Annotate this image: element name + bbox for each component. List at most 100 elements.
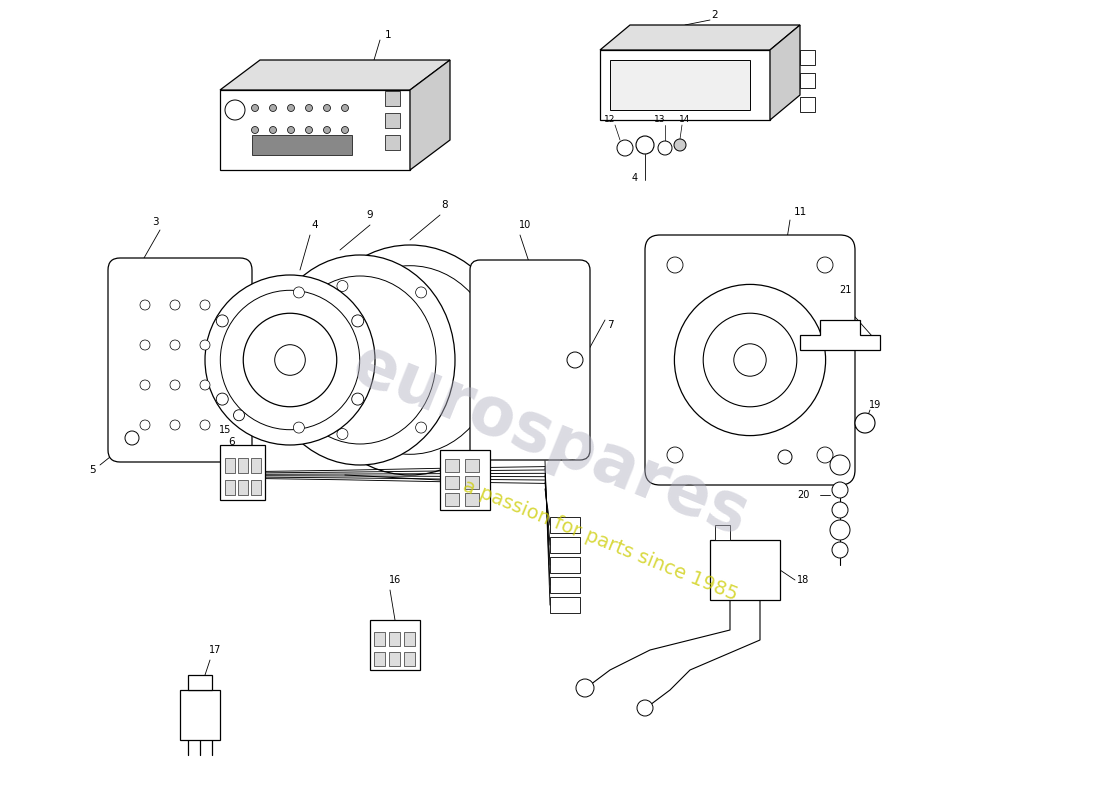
Polygon shape	[800, 320, 880, 350]
Circle shape	[832, 502, 848, 518]
Bar	[715, 525, 730, 540]
Circle shape	[637, 700, 653, 716]
Circle shape	[200, 300, 210, 310]
Polygon shape	[220, 60, 450, 90]
Text: 1: 1	[385, 30, 392, 40]
Bar	[550, 557, 580, 573]
Text: 5: 5	[90, 465, 97, 475]
Bar	[180, 690, 220, 740]
Circle shape	[667, 447, 683, 463]
Circle shape	[617, 140, 632, 156]
Bar	[238, 458, 248, 473]
Circle shape	[337, 429, 348, 439]
Bar	[610, 60, 750, 110]
Text: 7: 7	[607, 320, 614, 330]
Bar	[385, 135, 400, 150]
Circle shape	[566, 352, 583, 368]
Bar	[550, 597, 580, 613]
Ellipse shape	[305, 245, 515, 475]
Bar	[220, 90, 410, 170]
Bar	[370, 620, 420, 670]
Text: 4: 4	[311, 220, 318, 230]
Circle shape	[734, 344, 767, 376]
Text: 17: 17	[209, 645, 221, 655]
Circle shape	[341, 105, 349, 111]
Bar	[446, 459, 459, 472]
Circle shape	[294, 287, 305, 298]
Circle shape	[170, 340, 180, 350]
Text: a passion for parts since 1985: a passion for parts since 1985	[460, 476, 740, 604]
Circle shape	[337, 281, 348, 291]
Bar	[226, 458, 235, 473]
Text: eurospares: eurospares	[342, 330, 758, 550]
Text: 6: 6	[229, 437, 235, 447]
Circle shape	[472, 429, 483, 439]
Text: 20: 20	[798, 490, 810, 500]
Bar	[800, 73, 815, 88]
Ellipse shape	[284, 276, 436, 444]
Text: 9: 9	[366, 210, 373, 220]
Text: 12: 12	[604, 115, 616, 125]
Circle shape	[323, 126, 330, 134]
Bar	[385, 113, 400, 128]
Bar	[465, 459, 478, 472]
Bar	[389, 632, 400, 646]
Circle shape	[200, 420, 210, 430]
Ellipse shape	[265, 255, 455, 465]
Text: 10: 10	[519, 220, 531, 230]
Ellipse shape	[323, 266, 496, 454]
Bar	[710, 540, 780, 600]
Circle shape	[667, 257, 683, 273]
Circle shape	[170, 420, 180, 430]
Bar	[188, 675, 212, 690]
Bar	[251, 458, 261, 473]
Circle shape	[252, 105, 258, 111]
Circle shape	[352, 393, 364, 405]
FancyBboxPatch shape	[470, 260, 590, 460]
Bar	[440, 450, 490, 510]
Bar	[251, 480, 261, 495]
Circle shape	[674, 139, 686, 151]
Bar	[465, 493, 478, 506]
Circle shape	[252, 126, 258, 134]
Circle shape	[832, 482, 848, 498]
Circle shape	[200, 340, 210, 350]
Text: 19: 19	[869, 400, 881, 410]
Circle shape	[306, 126, 312, 134]
Polygon shape	[410, 60, 450, 170]
Text: 11: 11	[793, 207, 806, 217]
Bar	[600, 50, 770, 120]
Bar	[385, 91, 400, 106]
Circle shape	[294, 422, 305, 433]
Polygon shape	[770, 25, 800, 120]
Circle shape	[832, 542, 848, 558]
Circle shape	[817, 447, 833, 463]
Text: 8: 8	[442, 200, 449, 210]
Circle shape	[205, 275, 375, 445]
Circle shape	[270, 105, 276, 111]
Circle shape	[287, 126, 295, 134]
Circle shape	[140, 380, 150, 390]
Text: 21: 21	[839, 285, 851, 295]
Text: 16: 16	[389, 575, 402, 585]
Circle shape	[576, 679, 594, 697]
Polygon shape	[600, 25, 800, 50]
Circle shape	[855, 413, 875, 433]
Circle shape	[472, 281, 483, 291]
Circle shape	[125, 431, 139, 445]
Circle shape	[270, 126, 276, 134]
Text: 13: 13	[654, 115, 666, 125]
Circle shape	[140, 340, 150, 350]
Circle shape	[217, 315, 229, 327]
Text: 3: 3	[152, 217, 158, 227]
Bar	[446, 476, 459, 489]
Text: 2: 2	[712, 10, 718, 20]
Circle shape	[287, 105, 295, 111]
Bar	[404, 652, 415, 666]
Bar	[238, 480, 248, 495]
Circle shape	[658, 141, 672, 155]
Circle shape	[306, 105, 312, 111]
Circle shape	[341, 126, 349, 134]
Bar	[800, 97, 815, 112]
Circle shape	[226, 100, 245, 120]
